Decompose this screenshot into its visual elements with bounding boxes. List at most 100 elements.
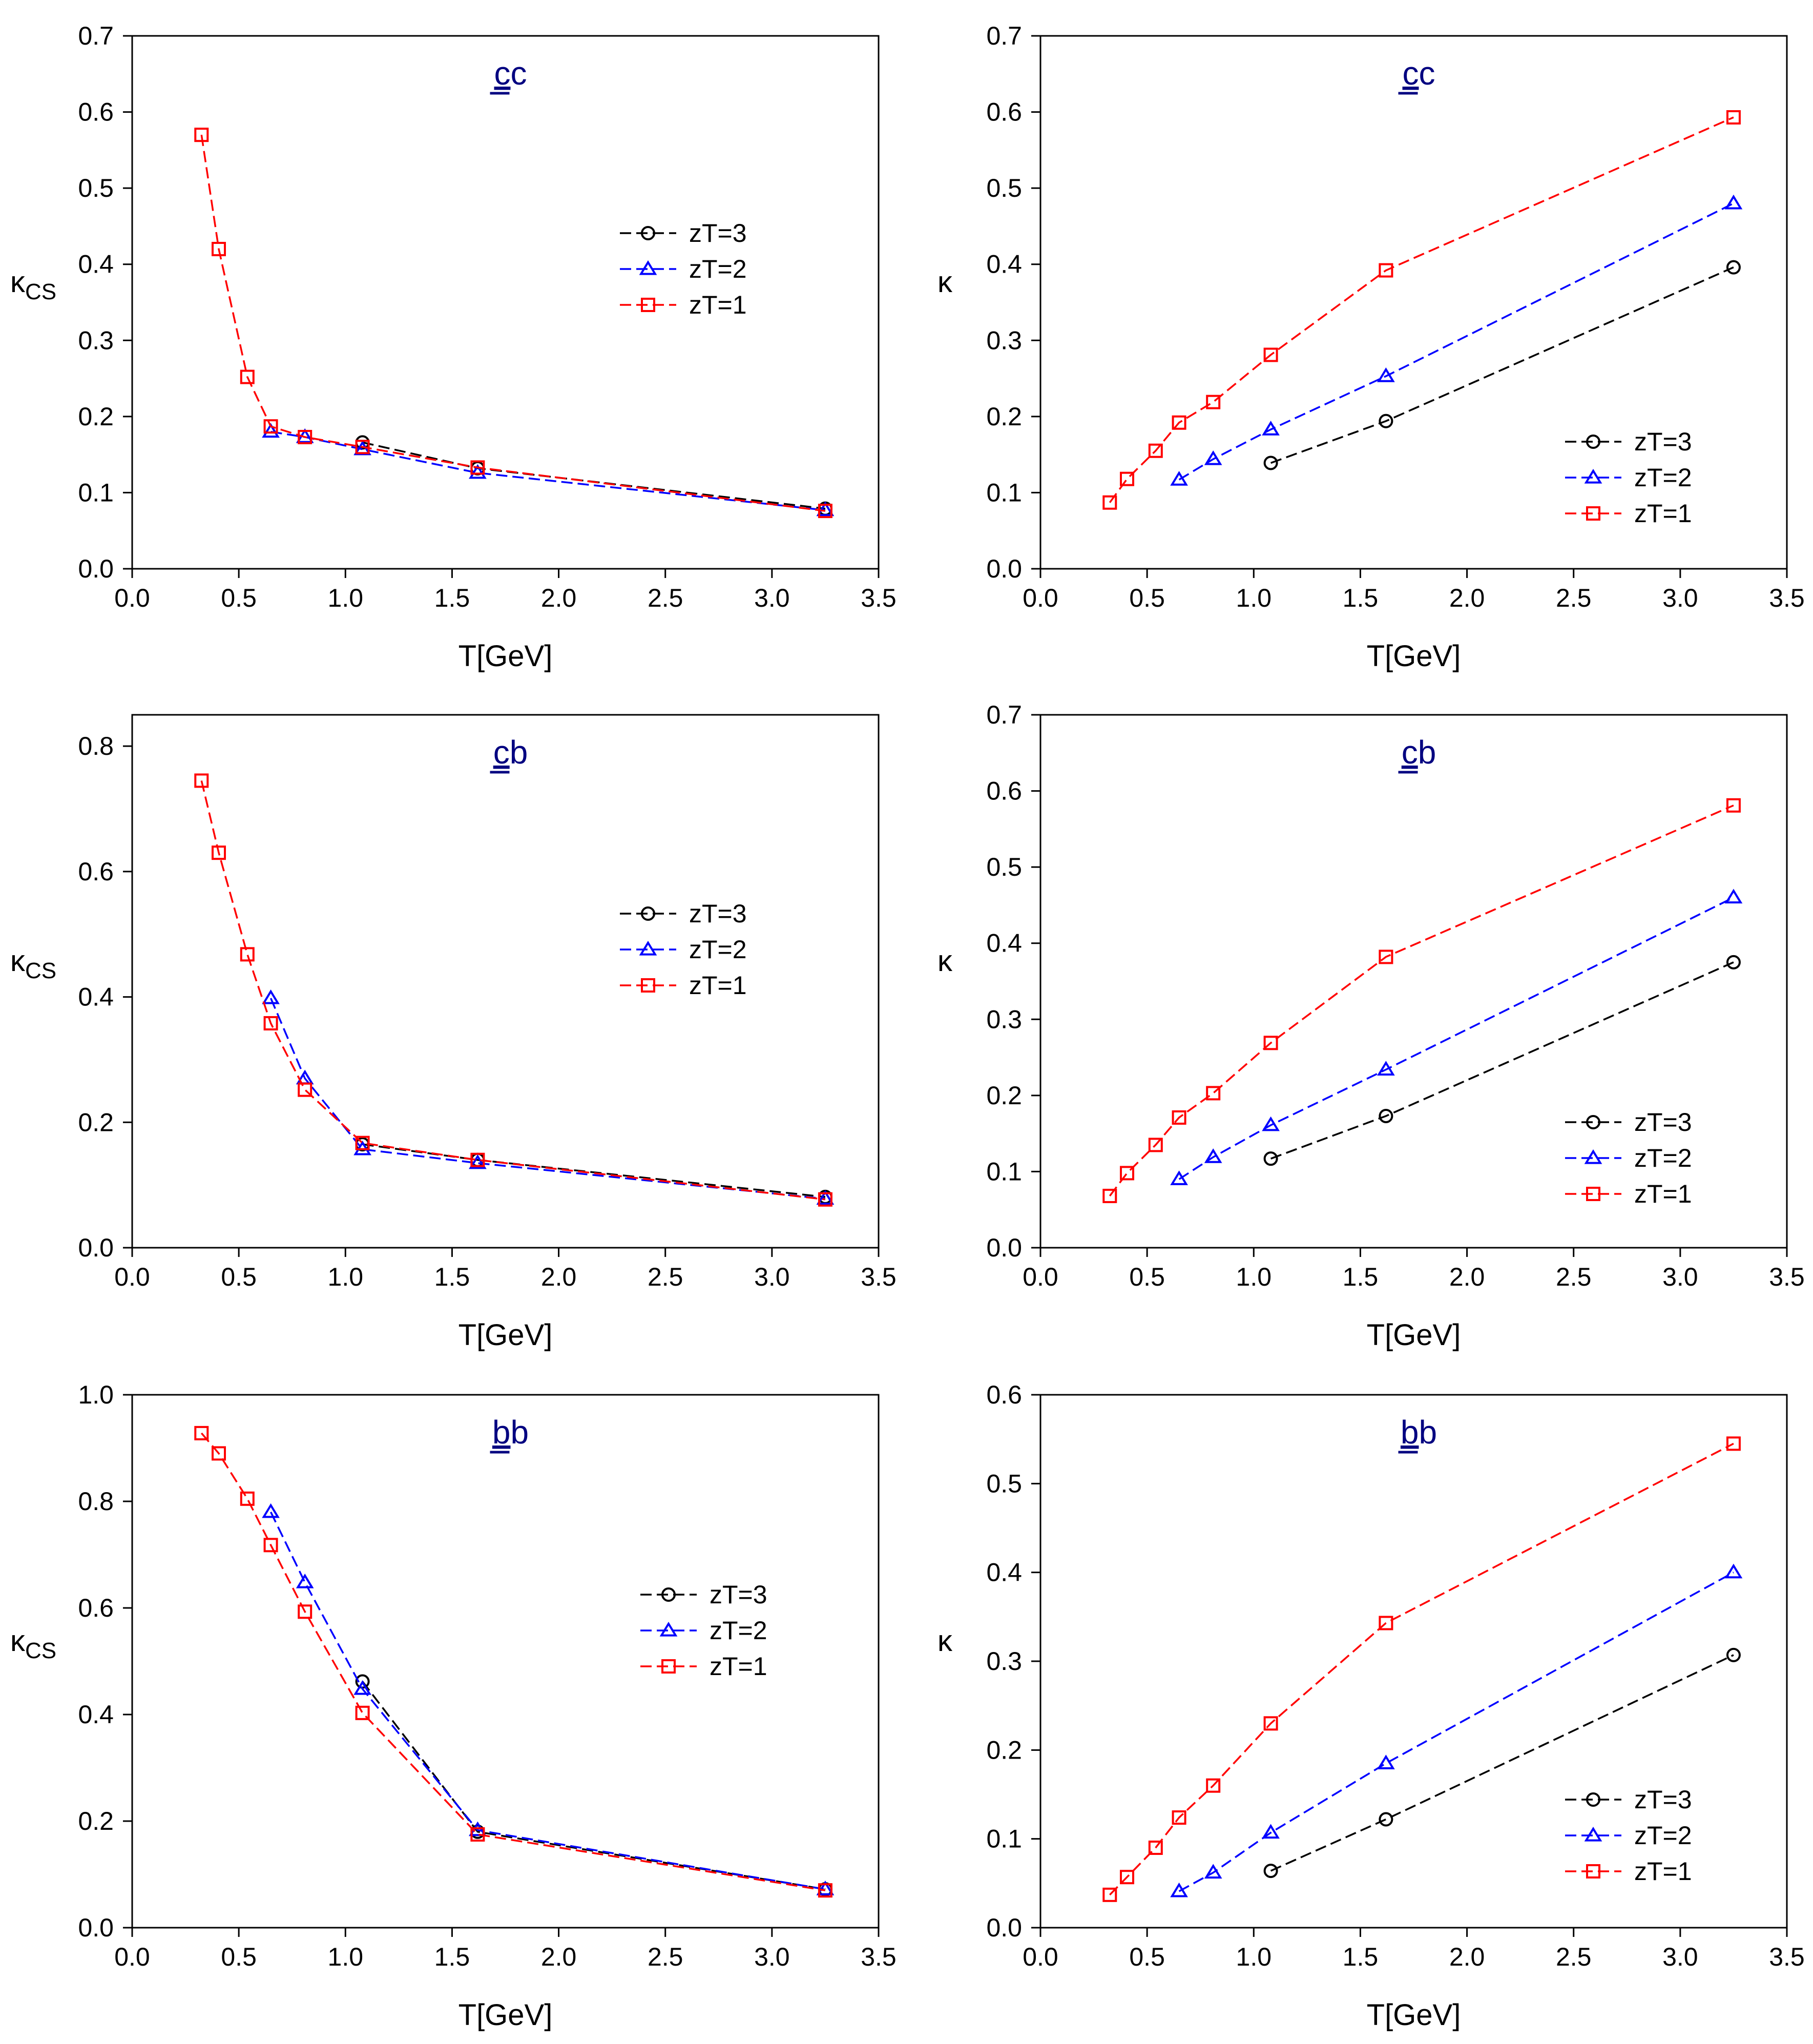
data-point (353, 1680, 371, 1695)
data-point (262, 1503, 280, 1518)
x-tick-label: 1.0 (1236, 1943, 1272, 1971)
data-point (1724, 889, 1743, 904)
series-line (1270, 266, 1734, 464)
legend-marker (661, 1587, 676, 1602)
data-point (1379, 949, 1393, 964)
series-line (1109, 1442, 1734, 1896)
panel-label: cc (1403, 55, 1435, 92)
x-tick-label: 2.5 (648, 584, 683, 612)
y-tick-label: 0.6 (986, 98, 1022, 127)
y-tick-label: 0.0 (986, 1233, 1022, 1262)
x-tick-label: 1.5 (1343, 1263, 1379, 1291)
series-line (362, 1681, 826, 1890)
y-tick-label: 0.8 (78, 732, 114, 760)
y-tick-label: 0.0 (78, 1913, 114, 1942)
series-zT=2 (1170, 194, 1743, 486)
y-tick-label: 0.0 (78, 554, 114, 583)
x-tick-label: 1.5 (1343, 1943, 1379, 1971)
series-line (1270, 1654, 1734, 1872)
y-axis-title: κCS (10, 1624, 56, 1663)
y-tick-label: 0.6 (78, 857, 114, 886)
panel-label-rest: b (1418, 734, 1436, 771)
data-point (1724, 1563, 1743, 1579)
panel-label-rest: b (511, 1414, 529, 1451)
series-line (270, 430, 826, 511)
legend-marker (641, 978, 655, 993)
legend: zT=3 zT=2 zT=1 (1565, 1108, 1692, 1208)
y-tick-label: 0.5 (78, 174, 114, 202)
data-point (1377, 1061, 1395, 1076)
data-point (1263, 456, 1278, 470)
panel-label-underlined: c (1402, 734, 1418, 771)
panel-label-underlined: c (493, 734, 510, 771)
series-zT=3 (1263, 260, 1741, 470)
data-point (1148, 1841, 1163, 1855)
panel-label-underlined: b (1401, 1414, 1419, 1451)
data-point (470, 1152, 485, 1167)
y-tick-label: 0.1 (986, 1825, 1022, 1853)
data-point (1204, 450, 1222, 465)
data-point (1724, 194, 1743, 210)
data-point (1726, 260, 1741, 275)
legend-label: zT=2 (1634, 463, 1692, 492)
legend-label: zT=2 (1634, 1821, 1692, 1850)
series-zT=1 (1102, 110, 1741, 510)
x-tick-label: 2.0 (541, 584, 577, 612)
series-zT=3 (1263, 1647, 1741, 1878)
data-point (1206, 1778, 1221, 1793)
panel-label: cb (493, 734, 528, 771)
legend-label: zT=1 (1634, 1180, 1692, 1208)
data-point (212, 845, 226, 860)
legend: zT=3 zT=2 zT=1 (1565, 1785, 1692, 1886)
x-tick-label: 3.0 (754, 584, 790, 612)
series-zT=2 (262, 1503, 835, 1895)
plot-frame (131, 714, 880, 1249)
data-point (469, 464, 487, 479)
data-point (1263, 347, 1278, 362)
y-tick-label: 0.0 (986, 554, 1022, 583)
x-tick-label: 2.0 (1449, 1263, 1485, 1291)
data-point (1263, 1036, 1278, 1050)
x-tick-label: 3.0 (1662, 1263, 1698, 1291)
data-point (818, 1883, 832, 1898)
data-point (262, 989, 280, 1004)
x-tick-label: 1.5 (1343, 584, 1379, 612)
y-tick-label: 0.0 (986, 1913, 1022, 1942)
legend-marker (661, 1659, 676, 1674)
x-tick-label: 0.5 (1129, 584, 1165, 612)
data-point (1102, 495, 1117, 510)
panel-label: cc (494, 55, 527, 92)
data-point (194, 1426, 209, 1440)
series-line (200, 1432, 826, 1891)
x-tick-label: 3.0 (1662, 1943, 1698, 1971)
legend-marker (641, 298, 655, 312)
legend-label: zT=3 (1634, 1108, 1692, 1137)
data-point (240, 947, 255, 962)
series-zT=1 (1102, 1436, 1741, 1902)
panel-label-rest: c (511, 55, 527, 92)
x-axis-title: T[GeV] (459, 639, 553, 673)
panel-label: bb (492, 1414, 529, 1451)
data-point (298, 1604, 312, 1619)
panel-label: cb (1402, 734, 1436, 771)
y-tick-label: 0.0 (78, 1233, 114, 1262)
y-tick-label: 0.3 (986, 1005, 1022, 1034)
panel-label-rest: b (510, 734, 528, 771)
y-axis-symbol: κ (937, 265, 953, 299)
x-tick-label: 0.0 (1023, 584, 1058, 612)
x-tick-label: 2.5 (648, 1263, 683, 1291)
x-tick-label: 3.0 (754, 1943, 790, 1971)
series-line (1178, 897, 1734, 1180)
legend-label: zT=1 (710, 1652, 767, 1681)
data-point (263, 419, 278, 434)
x-tick-label: 1.5 (434, 1943, 470, 1971)
x-axis-title: T[GeV] (1367, 639, 1461, 673)
panel-label-underlined: c (494, 55, 511, 92)
legend-label: zT=3 (1634, 1785, 1692, 1814)
series-zT=3 (355, 1674, 832, 1897)
data-point (355, 440, 370, 455)
legend-marker (639, 940, 657, 956)
series-line (200, 134, 826, 512)
legend-label: zT=3 (689, 219, 747, 247)
data-point (816, 501, 835, 517)
